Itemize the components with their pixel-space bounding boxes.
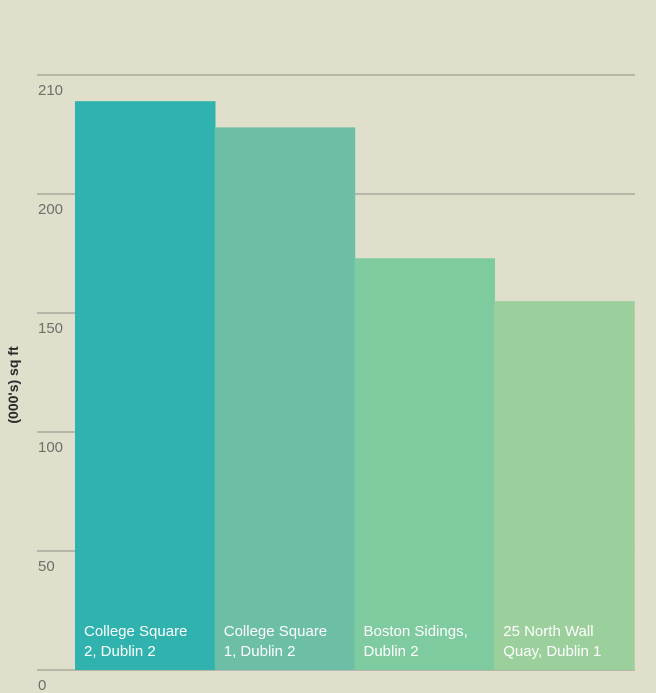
bar-label-1-line-2: 2, Dublin 2 bbox=[84, 643, 156, 660]
y-tick-210: 210 bbox=[38, 82, 63, 99]
y-axis-label: (000's) sq ft bbox=[5, 346, 21, 424]
bar-1 bbox=[75, 101, 216, 671]
bars bbox=[75, 101, 635, 671]
y-tick-200: 200 bbox=[38, 201, 63, 218]
bar-label-4-line-1: 25 North Wall bbox=[503, 623, 593, 640]
y-tick-100: 100 bbox=[38, 439, 63, 456]
bar-2 bbox=[214, 127, 356, 671]
bar-label-1-line-1: College Square bbox=[84, 623, 187, 640]
y-tick-labels: 0 50 100 150 200 210 bbox=[38, 82, 63, 693]
bar-3 bbox=[354, 258, 495, 670]
y-tick-150: 150 bbox=[38, 320, 63, 337]
bar-label-3-line-2: Dublin 2 bbox=[364, 643, 419, 660]
bar-label-3-line-1: Boston Sidings, bbox=[364, 623, 468, 640]
bar-label-2-line-2: 1, Dublin 2 bbox=[224, 643, 296, 660]
bar-label-4-line-2: Quay, Dublin 1 bbox=[503, 643, 601, 660]
bar-4 bbox=[494, 301, 635, 670]
y-tick-0: 0 bbox=[38, 677, 46, 693]
bar-labels: College Square 2, Dublin 2 College Square 1… bbox=[84, 623, 601, 660]
bar-label-2-line-1: College Square bbox=[224, 623, 327, 640]
y-tick-50: 50 bbox=[38, 558, 55, 575]
